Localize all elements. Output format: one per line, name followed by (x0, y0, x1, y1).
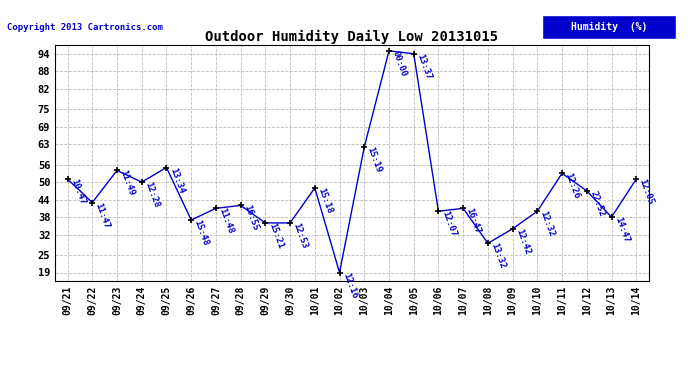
Text: 15:48: 15:48 (193, 219, 210, 247)
Text: 00:00: 00:00 (391, 50, 408, 78)
Text: 13:37: 13:37 (415, 53, 433, 81)
Text: 12:53: 12:53 (291, 222, 309, 250)
Text: 14:47: 14:47 (613, 216, 631, 244)
Text: 11:47: 11:47 (94, 201, 111, 229)
Text: 12:28: 12:28 (143, 181, 161, 209)
Text: Copyright 2013 Cartronics.com: Copyright 2013 Cartronics.com (7, 22, 163, 32)
Text: 10:47: 10:47 (69, 178, 87, 206)
Text: 11:49: 11:49 (119, 169, 136, 197)
Title: Outdoor Humidity Daily Low 20131015: Outdoor Humidity Daily Low 20131015 (206, 30, 498, 44)
Text: 12:26: 12:26 (564, 172, 581, 200)
Text: 16:47: 16:47 (464, 207, 482, 235)
Text: Humidity  (%): Humidity (%) (571, 22, 647, 32)
Text: 22:52: 22:52 (588, 189, 606, 218)
Text: 12:42: 12:42 (514, 227, 532, 256)
Text: 12:16: 12:16 (341, 271, 359, 300)
Text: 11:48: 11:48 (217, 207, 235, 235)
Text: 12:07: 12:07 (440, 210, 457, 238)
Text: 15:21: 15:21 (267, 222, 284, 250)
Text: 13:34: 13:34 (168, 166, 186, 195)
Text: 15:19: 15:19 (366, 146, 384, 174)
Text: 15:18: 15:18 (316, 186, 334, 215)
Text: 12:05: 12:05 (638, 178, 656, 206)
Text: 12:32: 12:32 (539, 210, 556, 238)
Text: 13:32: 13:32 (489, 242, 507, 270)
Text: 16:55: 16:55 (242, 204, 259, 232)
